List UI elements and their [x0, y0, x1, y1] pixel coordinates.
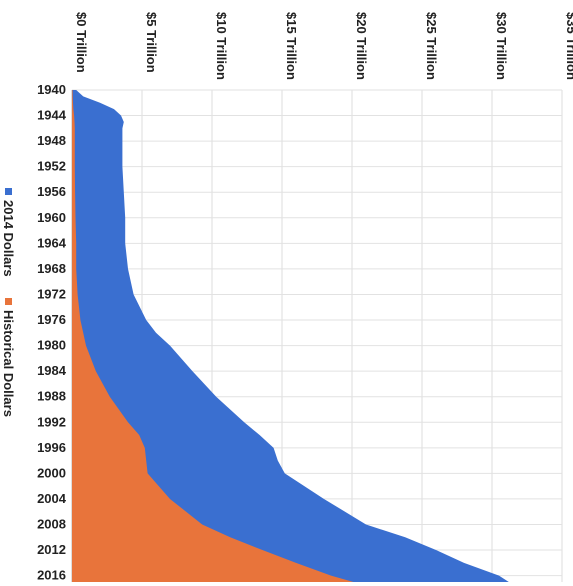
- y-tick-label: 1940: [37, 82, 66, 97]
- y-tick-label: 1996: [37, 440, 66, 455]
- y-tick-label: 1960: [37, 210, 66, 225]
- legend-label: 2014 Dollars: [1, 200, 16, 277]
- plot-areas: [72, 90, 509, 582]
- y-tick-label: 1956: [37, 184, 66, 199]
- y-tick-label: 2008: [37, 516, 66, 531]
- y-tick-label: 1972: [37, 286, 66, 301]
- y-tick-label: 2000: [37, 465, 66, 480]
- x-tick-label: $20 Trillion: [354, 12, 369, 80]
- y-tick-label: 2012: [37, 542, 66, 557]
- y-tick-label: 2016: [37, 568, 66, 583]
- area-series-historical-dollars: [72, 90, 354, 582]
- y-tick-label: 1948: [37, 133, 66, 148]
- y-tick-label: 2004: [37, 491, 67, 506]
- y-tick-label: 1976: [37, 312, 66, 327]
- y-tick-label: 1952: [37, 159, 66, 174]
- legend-swatch: [5, 188, 12, 195]
- area-series-2014-dollars: [72, 90, 509, 582]
- y-tick-label: 1944: [37, 108, 67, 123]
- y-tick-label: 1980: [37, 338, 66, 353]
- legend-swatch: [5, 298, 12, 305]
- x-tick-label: $30 Trillion: [494, 12, 509, 80]
- y-tick-label: 1964: [37, 235, 67, 250]
- x-tick-label: $15 Trillion: [284, 12, 299, 80]
- x-tick-label: $10 Trillion: [214, 12, 229, 80]
- y-tick-label: 1988: [37, 389, 66, 404]
- legend: 2014 Dollars Historical Dollars: [1, 188, 16, 417]
- x-tick-label: $0 Trillion: [74, 12, 89, 73]
- x-tick-label: $5 Trillion: [144, 12, 159, 73]
- x-axis-ticks: $0 Trillion $5 Trillion $10 Trillion $15 Tr…: [74, 12, 573, 80]
- y-tick-label: 1984: [37, 363, 67, 378]
- x-tick-label: $35 Trillion: [564, 12, 573, 80]
- legend-label: Historical Dollars: [1, 310, 16, 417]
- y-axis-ticks: 1940 1944 1948 1952 1956 1960 1964 1968 1972 1976…: [37, 82, 67, 583]
- y-tick-label: 1968: [37, 261, 66, 276]
- y-tick-label: 1992: [37, 414, 66, 429]
- x-tick-label: $25 Trillion: [424, 12, 439, 80]
